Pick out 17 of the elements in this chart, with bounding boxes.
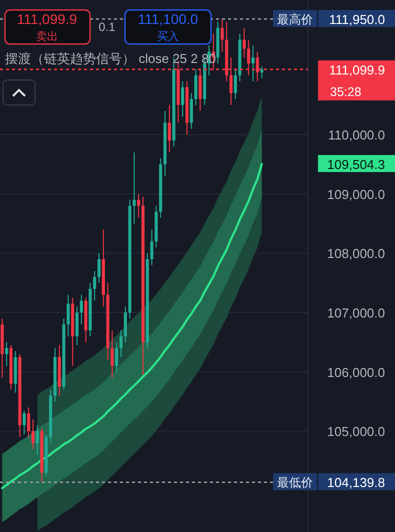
y-tick-label: 110,000.0 [328, 128, 385, 143]
text: 35:28 [330, 85, 362, 99]
text: 111,099.9 [329, 62, 385, 78]
y-tick-label: 108,000.0 [327, 246, 385, 262]
annotation: 111,100.0 [138, 11, 198, 27]
y-tick-label: 107,000.0 [327, 306, 385, 321]
y-tick-label: 109,504.3 [327, 157, 385, 172]
line-series [1, 162, 263, 490]
y-tick-label: 109,000.0 [327, 186, 385, 202]
annotation: 卖出 [36, 30, 58, 43]
ref-line-label: 最低价 104,139.8 [277, 475, 385, 490]
text: 最高价 111,950.0 [277, 12, 385, 27]
annotation: 0.1 [98, 20, 116, 34]
annotation: 买入 [157, 30, 179, 43]
annotation: 111,099.9 [16, 11, 78, 27]
y-tick-label: 106,000.0 [327, 364, 385, 380]
y-tick-label: 105,000.0 [327, 424, 385, 440]
